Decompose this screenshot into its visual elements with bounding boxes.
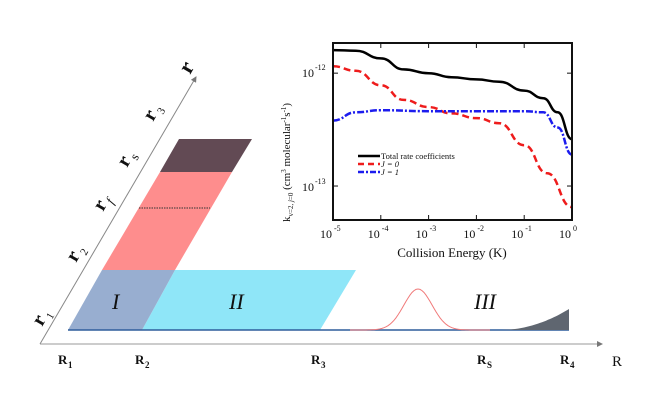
- r-tick-r2: r 2: [61, 247, 91, 266]
- R-tick-R2: R 2: [135, 352, 150, 370]
- series-line-2: [332, 108, 573, 156]
- R-tick-R3: R 3: [311, 352, 326, 370]
- svg-text:10: 10: [368, 227, 380, 241]
- region-dark-band: [160, 139, 252, 172]
- svg-text:2: 2: [145, 360, 150, 370]
- r-tick-r3: r 3: [138, 105, 168, 124]
- svg-text:J = 0: J = 0: [381, 159, 400, 169]
- x-tick-label: 10 0: [559, 224, 577, 241]
- svg-text:4: 4: [570, 360, 575, 370]
- gaussian-wavepacket: [350, 288, 490, 331]
- svg-text:R: R: [560, 352, 570, 367]
- svg-text:0: 0: [573, 224, 577, 233]
- y-axis-label: kv=2, j=0 (cm3 molecular-1s-1): [280, 103, 295, 222]
- x-axis-label: Collision Energy (K): [397, 245, 507, 260]
- x-tick-label: 10 -1: [511, 224, 532, 241]
- svg-text:-12: -12: [315, 63, 326, 72]
- y-tick-label-1e-13: 10 -13: [302, 177, 326, 194]
- r-axis: [39, 76, 197, 345]
- region-pink-band: [102, 172, 232, 270]
- svg-text:3: 3: [155, 105, 168, 116]
- svg-text:1: 1: [44, 311, 57, 322]
- y-tick-label-1e-12: 10 -12: [302, 63, 326, 80]
- svg-text:r: r: [173, 56, 200, 77]
- svg-text:R: R: [135, 352, 145, 367]
- R-tick-R4: R 4: [560, 352, 575, 370]
- svg-text:2: 2: [78, 247, 91, 258]
- svg-text:10: 10: [463, 227, 475, 241]
- x-tick-label: 10 -4: [368, 224, 389, 241]
- svg-text:-4: -4: [382, 224, 389, 233]
- region-I: [68, 270, 175, 330]
- r-tick-r1: r 1: [27, 311, 57, 330]
- legend-entry-j1: J = 1: [358, 167, 399, 177]
- x-tick-label: 10 -2: [463, 224, 484, 241]
- x-tick-label: 10 -3: [416, 224, 437, 241]
- svg-text:-5: -5: [334, 224, 341, 233]
- legend: Total rate coefficients J = 0 J = 1: [358, 151, 455, 177]
- region-II-label: II: [228, 289, 245, 314]
- absorbing-potential-tail: [500, 309, 569, 330]
- region-I-label: I: [111, 289, 121, 314]
- x-tick-label: 10 -5: [320, 224, 341, 241]
- R-axis-label: R: [612, 354, 622, 370]
- svg-text:R: R: [58, 352, 68, 367]
- svg-text:10: 10: [559, 227, 571, 241]
- r-axis-label: r: [173, 56, 200, 77]
- svg-text:10: 10: [320, 227, 332, 241]
- region-II: [142, 270, 356, 330]
- svg-text:-3: -3: [430, 224, 437, 233]
- svg-text:R: R: [311, 352, 321, 367]
- r-tick-rs: r s: [112, 151, 142, 171]
- plot-frame: [332, 42, 573, 221]
- svg-text:-13: -13: [315, 177, 326, 186]
- r-tick-rf: r f: [88, 194, 118, 215]
- svg-text:10: 10: [302, 180, 314, 194]
- svg-text:3: 3: [321, 360, 326, 370]
- inset-chart: 10 -12 10 -13 10 -5 10 -4 10 -3 10 -2 10 -1 10 0 Co…: [280, 42, 577, 260]
- legend-entry-j0: J = 0: [358, 159, 400, 169]
- series-line-1: [332, 65, 573, 209]
- svg-text:-1: -1: [525, 224, 532, 233]
- svg-text:10: 10: [302, 66, 314, 80]
- svg-text:S: S: [487, 360, 492, 370]
- svg-text:10: 10: [511, 227, 523, 241]
- svg-text:1: 1: [68, 360, 73, 370]
- svg-text:s: s: [126, 151, 142, 163]
- svg-text:-2: -2: [477, 224, 484, 233]
- x-tick-labels: 10 -5 10 -4 10 -3 10 -2 10 -1 10 0: [320, 224, 577, 241]
- svg-text:kv=2, j=0 (cm3 molecular-1s-1): kv=2, j=0 (cm3 molecular-1s-1): [280, 103, 295, 222]
- svg-text:10: 10: [416, 227, 428, 241]
- plot-area: [333, 43, 572, 220]
- svg-text:R: R: [477, 352, 487, 367]
- region-III-label: III: [473, 289, 498, 314]
- svg-text:J = 1: J = 1: [381, 167, 399, 177]
- series-layer: [332, 48, 573, 209]
- R-tick-Rs: R S: [477, 352, 492, 370]
- svg-text:Total rate coefficients: Total rate coefficients: [381, 151, 455, 161]
- legend-entry-total: Total rate coefficients: [358, 151, 455, 161]
- R-tick-R1: R 1: [58, 352, 73, 370]
- series-line-0: [332, 48, 573, 141]
